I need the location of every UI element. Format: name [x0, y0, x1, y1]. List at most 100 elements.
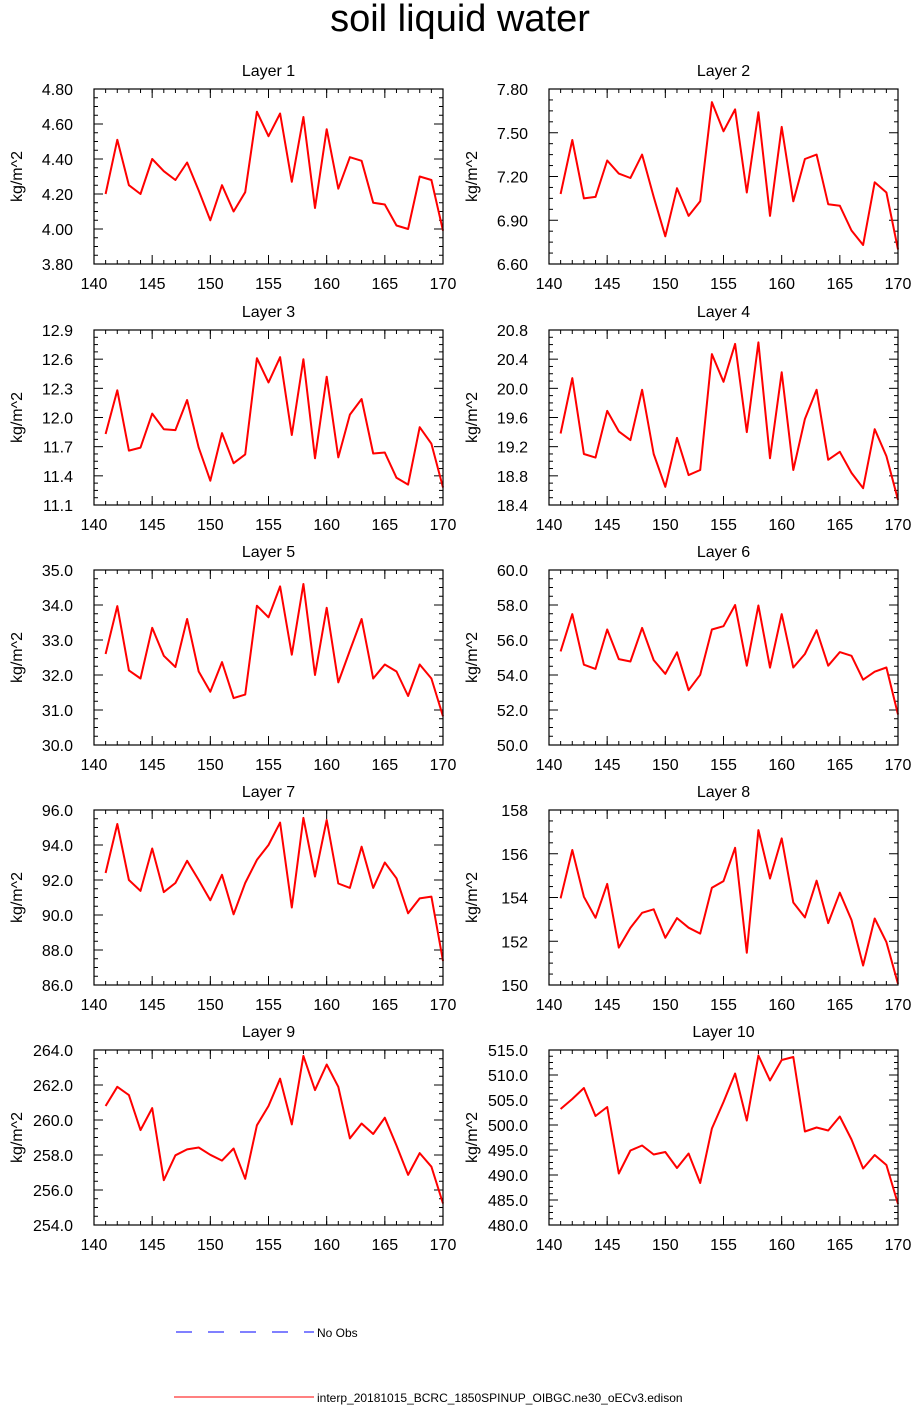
y-tick-label: 256.0 — [33, 1183, 73, 1200]
x-tick-label: 140 — [81, 276, 108, 293]
series-line — [559, 1054, 899, 1205]
x-tick-label: 155 — [710, 997, 737, 1014]
x-tick-label: 155 — [255, 276, 282, 293]
x-tick-label: 165 — [826, 757, 853, 774]
legend-no-obs-label: No Obs — [317, 1326, 358, 1340]
y-tick-label: 485.0 — [488, 1193, 528, 1210]
panel-title: Layer 5 — [242, 544, 295, 561]
y-tick-label: 11.7 — [43, 440, 73, 457]
y-tick-label: 92.0 — [42, 873, 73, 890]
x-tick-label: 150 — [197, 757, 224, 774]
panel-title: Layer 7 — [242, 784, 295, 801]
y-tick-label: 515.0 — [488, 1043, 528, 1060]
plot-frame — [548, 1049, 899, 1226]
x-tick-label: 160 — [768, 276, 795, 293]
x-tick-label: 150 — [197, 997, 224, 1014]
x-tick-label: 160 — [768, 997, 795, 1014]
figure-title: soil liquid water — [330, 0, 590, 40]
y-axis-label: kg/m^2 — [9, 632, 26, 683]
plot-frame — [93, 329, 444, 506]
x-tick-label: 145 — [594, 1237, 621, 1254]
y-tick-label: 264.0 — [33, 1043, 73, 1060]
y-tick-label: 18.8 — [497, 469, 528, 486]
x-tick-label: 145 — [594, 517, 621, 534]
x-tick-label: 150 — [652, 1237, 679, 1254]
y-tick-label: 262.0 — [33, 1078, 73, 1095]
x-tick-label: 145 — [139, 997, 166, 1014]
x-tick-label: 140 — [81, 757, 108, 774]
plot-frame — [93, 809, 444, 986]
panel-title: Layer 1 — [242, 63, 295, 80]
panel-title: Layer 2 — [697, 63, 750, 80]
x-tick-label: 145 — [594, 757, 621, 774]
x-tick-label: 170 — [430, 757, 457, 774]
x-tick-label: 170 — [430, 997, 457, 1014]
y-tick-label: 7.20 — [497, 170, 528, 187]
x-tick-label: 145 — [139, 757, 166, 774]
x-tick-label: 145 — [139, 1237, 166, 1254]
plot-frame — [548, 329, 899, 506]
x-tick-label: 150 — [197, 276, 224, 293]
y-tick-label: 6.90 — [497, 213, 528, 230]
panel-title: Layer 9 — [242, 1024, 295, 1041]
y-tick-label: 94.0 — [42, 838, 73, 855]
plot-frame — [548, 809, 899, 986]
x-tick-label: 150 — [652, 997, 679, 1014]
x-tick-label: 140 — [536, 757, 563, 774]
chart-panel-layer-4: Layer 4 140 145 150 155 160 165 170 18.4 18.8 19.2… — [464, 304, 911, 534]
y-tick-label: 4.00 — [42, 222, 73, 239]
chart-panel-layer-2: Layer 2 140 145 150 155 160 165 170 6.60 6.90 7.20… — [464, 63, 911, 293]
x-tick-label: 145 — [139, 517, 166, 534]
chart-panels: Layer 1 140 145 150 155 160 165 170 3.80 4.00 4.20… — [9, 63, 911, 1254]
x-tick-label: 140 — [81, 517, 108, 534]
x-tick-label: 165 — [826, 1237, 853, 1254]
y-tick-label: 4.40 — [42, 152, 73, 169]
y-tick-label: 20.8 — [497, 323, 528, 340]
panel-title: Layer 4 — [697, 304, 750, 321]
y-axis-label: kg/m^2 — [464, 1112, 481, 1163]
plot-frame — [93, 88, 444, 265]
y-tick-label: 12.6 — [42, 352, 73, 369]
x-tick-label: 150 — [652, 276, 679, 293]
y-tick-label: 7.50 — [497, 126, 528, 143]
x-tick-label: 150 — [197, 1237, 224, 1254]
chart-panel-layer-10: Layer 10 140 145 150 155 160 165 170 480.0 485.0 4… — [464, 1024, 911, 1254]
y-tick-label: 505.0 — [488, 1093, 528, 1110]
y-tick-label: 86.0 — [42, 978, 73, 995]
x-tick-label: 155 — [710, 757, 737, 774]
x-tick-label: 170 — [430, 1237, 457, 1254]
x-tick-label: 170 — [885, 997, 912, 1014]
chart-panel-layer-3: Layer 3 140 145 150 155 160 165 170 11.1 11.4 11.7… — [9, 304, 456, 534]
y-tick-label: 11.1 — [43, 498, 73, 515]
y-tick-label: 88.0 — [42, 943, 73, 960]
y-tick-label: 96.0 — [42, 803, 73, 820]
y-tick-label: 31.0 — [42, 703, 73, 720]
y-tick-label: 152 — [501, 934, 528, 951]
y-tick-label: 3.80 — [42, 257, 73, 274]
y-tick-label: 90.0 — [42, 908, 73, 925]
y-tick-label: 7.80 — [497, 82, 528, 99]
x-tick-label: 145 — [594, 276, 621, 293]
y-tick-label: 154 — [501, 891, 528, 908]
y-tick-label: 58.0 — [497, 598, 528, 615]
plot-frame — [93, 1049, 444, 1226]
x-tick-label: 140 — [81, 1237, 108, 1254]
y-tick-label: 480.0 — [488, 1218, 528, 1235]
x-tick-label: 140 — [536, 1237, 563, 1254]
y-axis-label: kg/m^2 — [464, 392, 481, 443]
panel-title: Layer 8 — [697, 784, 750, 801]
y-tick-label: 490.0 — [488, 1168, 528, 1185]
x-tick-label: 160 — [313, 1237, 340, 1254]
x-tick-label: 155 — [255, 997, 282, 1014]
series-line — [559, 604, 899, 715]
plot-frame — [548, 569, 899, 746]
panel-title: Layer 10 — [692, 1024, 754, 1041]
y-tick-label: 20.0 — [497, 381, 528, 398]
y-tick-label: 18.4 — [497, 498, 528, 515]
x-tick-label: 165 — [371, 1237, 398, 1254]
x-tick-label: 155 — [710, 276, 737, 293]
y-tick-label: 510.0 — [488, 1068, 528, 1085]
panel-title: Layer 6 — [697, 544, 750, 561]
series-line — [104, 356, 444, 488]
